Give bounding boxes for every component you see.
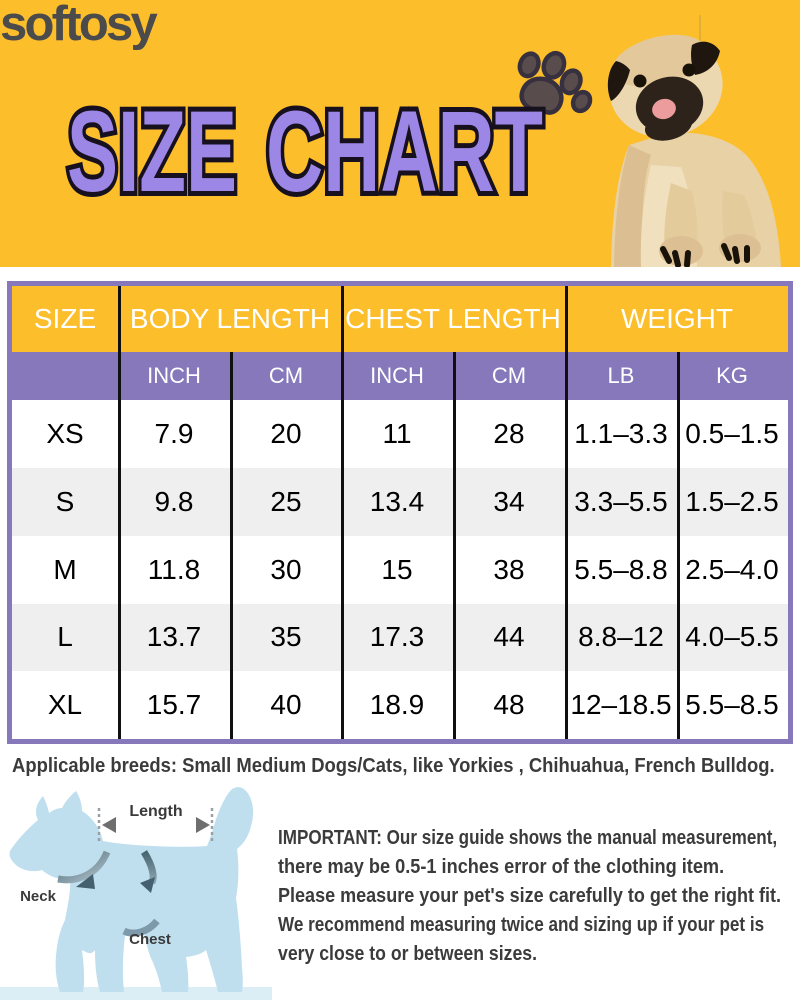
svg-text:CHART: CHART (266, 97, 543, 202)
svg-text:Neck: Neck (20, 888, 57, 905)
svg-text:Length: Length (129, 803, 182, 820)
svg-text:Chest: Chest (129, 931, 171, 948)
svg-text:SIZE: SIZE (67, 97, 237, 202)
